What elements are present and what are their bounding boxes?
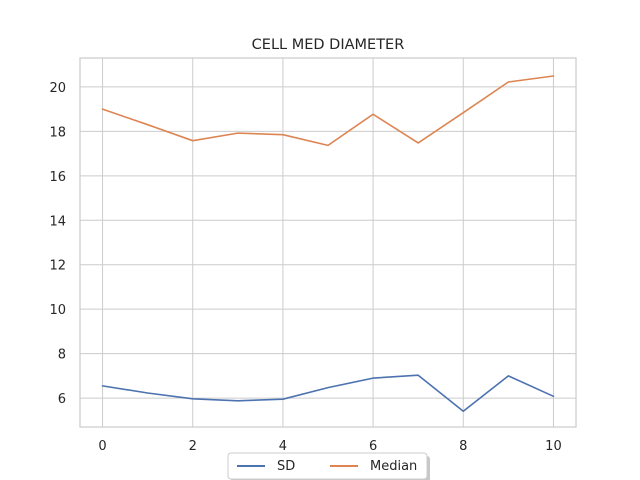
legend: SD Median	[227, 452, 430, 480]
y-tick-label: 18	[49, 125, 66, 140]
x-tick-label: 8	[459, 439, 467, 454]
x-tick-label: 0	[98, 439, 106, 454]
y-tick-label: 6	[58, 392, 66, 407]
x-tick-label: 4	[279, 439, 287, 454]
x-tick-label: 2	[189, 439, 197, 454]
x-tick-label: 6	[369, 439, 377, 454]
x-tick-label: 10	[545, 439, 562, 454]
y-tick-label: 16	[49, 170, 66, 185]
legend-box	[227, 452, 428, 480]
x-gridlines	[102, 58, 554, 427]
legend-label-median: Median	[370, 459, 417, 474]
y-tick-label: 12	[49, 259, 66, 274]
legend-label-sd: SD	[277, 459, 295, 474]
series-line-sd	[101, 374, 555, 413]
y-tick-labels: 6 8 10 12 14 16 18 20	[49, 81, 66, 407]
y-gridlines	[80, 86, 576, 399]
plot-frame	[79, 57, 577, 428]
y-tick-label: 8	[58, 348, 66, 363]
y-tick-label: 20	[49, 81, 66, 96]
series-line-median	[101, 75, 555, 147]
x-tick-labels: 0 2 4 6 8 10	[98, 439, 561, 454]
y-tick-label: 10	[49, 303, 66, 318]
chart-title: CELL MED DIAMETER	[252, 37, 405, 53]
y-tick-label: 14	[49, 214, 66, 229]
series-layer	[101, 75, 555, 413]
